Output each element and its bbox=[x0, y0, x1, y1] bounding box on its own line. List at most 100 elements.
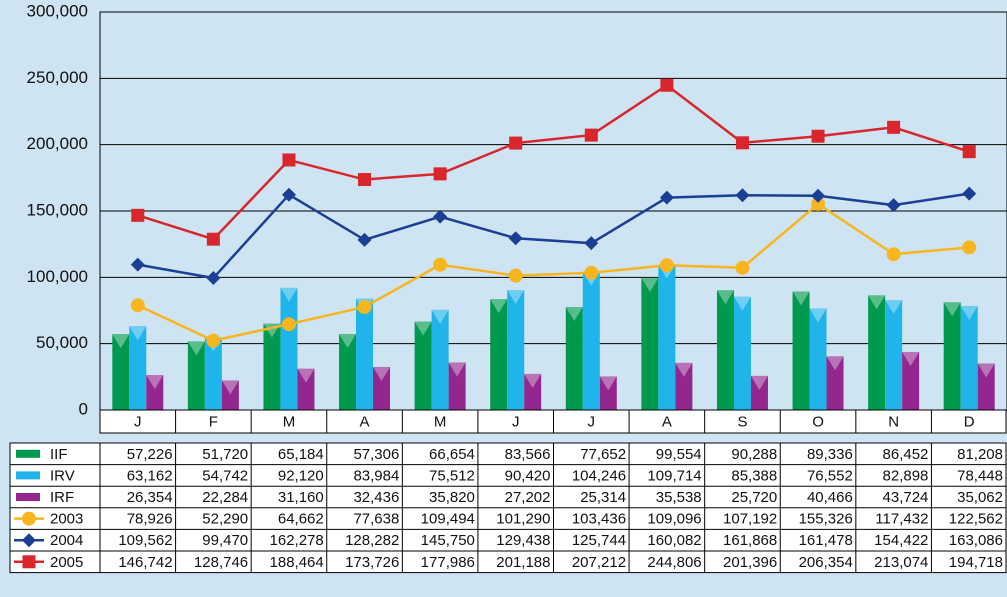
line-marker bbox=[22, 511, 36, 526]
table-cell: 162,278 bbox=[270, 532, 324, 549]
bar-cap bbox=[599, 376, 617, 391]
legend-label: IRF bbox=[50, 489, 74, 506]
x-tick-label: M bbox=[283, 413, 296, 430]
table-cell: 52,290 bbox=[202, 511, 248, 528]
table-cell: 65,184 bbox=[278, 446, 324, 463]
line-marker bbox=[282, 153, 296, 167]
table-cell: 163,086 bbox=[949, 532, 1003, 549]
x-tick-label: J bbox=[134, 413, 142, 430]
bar-cap bbox=[490, 299, 508, 314]
legend-label: IRV bbox=[50, 467, 75, 484]
bar-cap bbox=[565, 306, 583, 321]
line-marker bbox=[357, 300, 372, 315]
bar bbox=[414, 321, 432, 410]
bar bbox=[902, 351, 920, 410]
legend-swatch bbox=[16, 449, 40, 458]
line-marker bbox=[811, 188, 826, 203]
line-marker bbox=[735, 260, 750, 275]
table-cell: 146,742 bbox=[118, 554, 172, 571]
x-tick-label: A bbox=[360, 413, 370, 430]
bar-cap bbox=[112, 334, 130, 349]
table-cell: 43,724 bbox=[883, 489, 929, 506]
line bbox=[137, 83, 970, 241]
table-cell: 92,120 bbox=[278, 467, 324, 484]
bar-cap bbox=[826, 356, 844, 371]
bar-cap bbox=[733, 296, 751, 311]
bar-cap bbox=[868, 295, 886, 310]
bar-cap bbox=[977, 363, 995, 378]
table-cell: 82,898 bbox=[883, 467, 929, 484]
table-cell: 77,652 bbox=[580, 446, 626, 463]
table-cell: 129,438 bbox=[496, 532, 550, 549]
bar-cap bbox=[448, 362, 466, 377]
bar bbox=[641, 277, 659, 410]
y-tick-label: 300,000 bbox=[27, 1, 88, 20]
bar bbox=[716, 290, 734, 410]
table-cell: 26,354 bbox=[127, 489, 173, 506]
table-cell: 128,746 bbox=[194, 554, 248, 571]
bar-cap bbox=[297, 368, 315, 383]
bar bbox=[733, 296, 751, 410]
bar bbox=[431, 309, 449, 410]
table-cell: 22,284 bbox=[202, 489, 248, 506]
table-cell: 54,742 bbox=[202, 467, 248, 484]
legend-label: 2004 bbox=[50, 532, 83, 549]
bar bbox=[599, 376, 617, 410]
table-cell: 206,354 bbox=[799, 554, 853, 571]
bar bbox=[280, 287, 298, 410]
bar-cap bbox=[414, 321, 432, 336]
line-marker bbox=[433, 257, 448, 272]
table-cell: 35,820 bbox=[429, 489, 475, 506]
table-cell: 90,420 bbox=[505, 467, 551, 484]
table-cell: 78,926 bbox=[127, 511, 173, 528]
table-cell: 35,062 bbox=[957, 489, 1003, 506]
line-marker bbox=[281, 317, 296, 332]
table-cell: 107,192 bbox=[723, 511, 777, 528]
bar bbox=[221, 380, 239, 410]
table-cell: 117,432 bbox=[875, 511, 928, 528]
bar-cap bbox=[716, 290, 734, 305]
bar bbox=[675, 362, 693, 410]
line-marker bbox=[584, 128, 598, 142]
bar-cap bbox=[187, 341, 205, 356]
table-cell: 86,452 bbox=[883, 446, 929, 463]
legend-swatch bbox=[16, 471, 40, 480]
bar bbox=[112, 334, 130, 410]
bar bbox=[146, 375, 164, 410]
table-cell: 201,188 bbox=[496, 554, 550, 571]
table-cell: 109,714 bbox=[647, 467, 701, 484]
bar-cap bbox=[507, 290, 525, 305]
table-cell: 128,282 bbox=[345, 532, 399, 549]
bar bbox=[524, 373, 542, 410]
legend-swatch bbox=[16, 493, 40, 501]
bar-cap bbox=[809, 308, 827, 323]
bar bbox=[204, 337, 222, 410]
table-cell: 35,538 bbox=[656, 489, 702, 506]
line-marker bbox=[206, 232, 220, 246]
line-marker bbox=[584, 236, 599, 251]
table-cell: 63,162 bbox=[127, 467, 173, 484]
table-cell: 101,290 bbox=[496, 511, 550, 528]
bar-cap bbox=[750, 375, 768, 390]
line-marker bbox=[358, 173, 372, 187]
line-marker bbox=[206, 333, 221, 348]
bar-cap bbox=[129, 326, 147, 341]
table-cell: 31,160 bbox=[278, 489, 324, 506]
bar bbox=[448, 362, 466, 410]
bar bbox=[129, 326, 147, 410]
table-cell: 64,662 bbox=[278, 511, 324, 528]
table-cell: 109,096 bbox=[647, 511, 701, 528]
line-marker bbox=[659, 190, 674, 205]
table-cell: 201,396 bbox=[723, 554, 777, 571]
table-cell: 40,466 bbox=[807, 489, 853, 506]
table-cell: 109,562 bbox=[118, 532, 172, 549]
bar bbox=[373, 366, 391, 410]
line bbox=[137, 202, 970, 342]
bar bbox=[297, 368, 315, 410]
y-tick-label: 250,000 bbox=[27, 68, 88, 87]
table-cell: 99,470 bbox=[202, 532, 248, 549]
x-tick-label: A bbox=[662, 413, 672, 430]
table-cell: 104,246 bbox=[572, 467, 626, 484]
bar-cap bbox=[339, 333, 357, 348]
